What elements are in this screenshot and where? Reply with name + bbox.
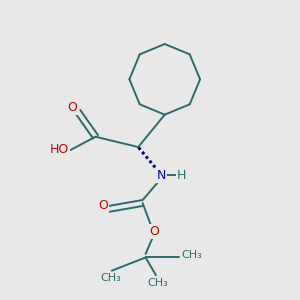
Text: O: O (68, 101, 77, 114)
Text: O: O (98, 199, 108, 212)
Text: CH₃: CH₃ (182, 250, 202, 260)
Text: O: O (149, 225, 159, 238)
Text: H: H (177, 169, 186, 182)
Text: CH₃: CH₃ (147, 278, 168, 287)
Text: HO: HO (50, 143, 69, 157)
Text: N: N (157, 169, 167, 182)
Text: CH₃: CH₃ (100, 273, 121, 283)
